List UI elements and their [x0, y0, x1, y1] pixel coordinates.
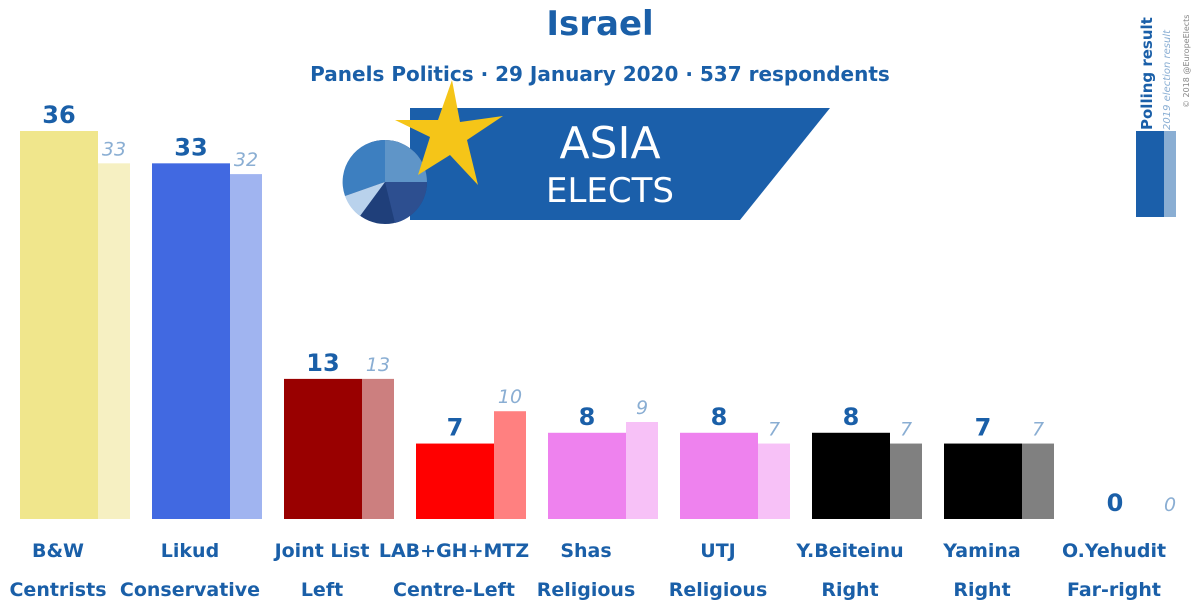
bar-current — [416, 443, 494, 519]
previous-value-label: 13 — [366, 354, 390, 376]
bar-previous — [626, 422, 658, 519]
bar-value-label: 8 — [843, 403, 860, 431]
previous-value-label: 10 — [498, 386, 522, 408]
category-group-label: Left — [301, 579, 343, 601]
bar-value-label: 13 — [306, 349, 339, 377]
legend: Polling result 2019 election result © 20… — [1128, 8, 1200, 223]
asia-elects-logo: ASIA ELECTS — [342, 80, 830, 224]
bar-value-label: 8 — [579, 403, 596, 431]
bar-previous — [230, 174, 262, 519]
legend-swatch-current — [1136, 131, 1164, 217]
chart-title: Israel — [546, 4, 654, 44]
bar-current — [680, 432, 758, 519]
category-group-label: Right — [953, 579, 1010, 601]
chart-subtitle: Panels Politics · 29 January 2020 · 537 … — [310, 62, 890, 86]
bar-previous — [1022, 443, 1054, 519]
previous-value-label: 9 — [636, 397, 648, 419]
category-group-label: Religious — [669, 579, 768, 601]
bar-current — [284, 378, 362, 519]
category-group-label: Far-right — [1067, 579, 1161, 601]
previous-value-label: 0 — [1164, 494, 1176, 516]
category-label: Y.Beiteinu — [795, 540, 903, 562]
previous-value-label: 7 — [1032, 419, 1044, 441]
bar-value-label: 7 — [447, 414, 464, 442]
bar-value-label: 7 — [975, 414, 992, 442]
previous-value-label: 32 — [234, 149, 258, 171]
category-label: Yamina — [942, 540, 1021, 562]
legend-current-label: Polling result — [1138, 17, 1156, 130]
category-group-label: Centre-Left — [393, 579, 515, 601]
logo-pie-icon — [342, 139, 428, 224]
category-label: O.Yehudit — [1062, 540, 1166, 562]
bar-value-label: 8 — [711, 403, 728, 431]
category-label: LAB+GH+MTZ — [379, 540, 529, 562]
logo-line2: ELECTS — [546, 171, 674, 211]
bar-current — [812, 432, 890, 519]
category-label: Joint List — [273, 540, 370, 562]
category-group-label: Right — [821, 579, 878, 601]
bar-current — [944, 443, 1022, 519]
bar-previous — [758, 443, 790, 519]
category-group-label: Centrists — [9, 579, 106, 601]
bar-value-label: 0 — [1107, 489, 1124, 517]
category-label: UTJ — [700, 540, 735, 562]
bar-previous — [362, 378, 394, 519]
bar-previous — [98, 163, 130, 520]
bar-previous — [494, 411, 526, 519]
previous-value-label: 7 — [768, 419, 780, 441]
previous-value-label: 33 — [102, 138, 126, 160]
category-label: B&W — [32, 540, 84, 562]
bar-current — [548, 432, 626, 519]
legend-credit: © 2018 @EuropeElects — [1182, 14, 1191, 108]
category-label: Shas — [560, 540, 611, 562]
bar-current — [20, 131, 98, 519]
star-icon — [395, 80, 503, 185]
legend-swatch-previous — [1164, 131, 1176, 217]
category-label: Likud — [161, 540, 219, 562]
logo-line1: ASIA — [559, 118, 660, 169]
bar-current — [152, 163, 230, 520]
bar-value-label: 36 — [42, 101, 75, 129]
bar-value-label: 33 — [174, 133, 207, 161]
category-group-label: Conservative — [120, 579, 260, 601]
bar-previous — [890, 443, 922, 519]
previous-value-label: 7 — [900, 419, 912, 441]
legend-previous-label: 2019 election result — [1162, 29, 1173, 130]
logo-band — [410, 108, 830, 220]
category-group-label: Religious — [537, 579, 636, 601]
